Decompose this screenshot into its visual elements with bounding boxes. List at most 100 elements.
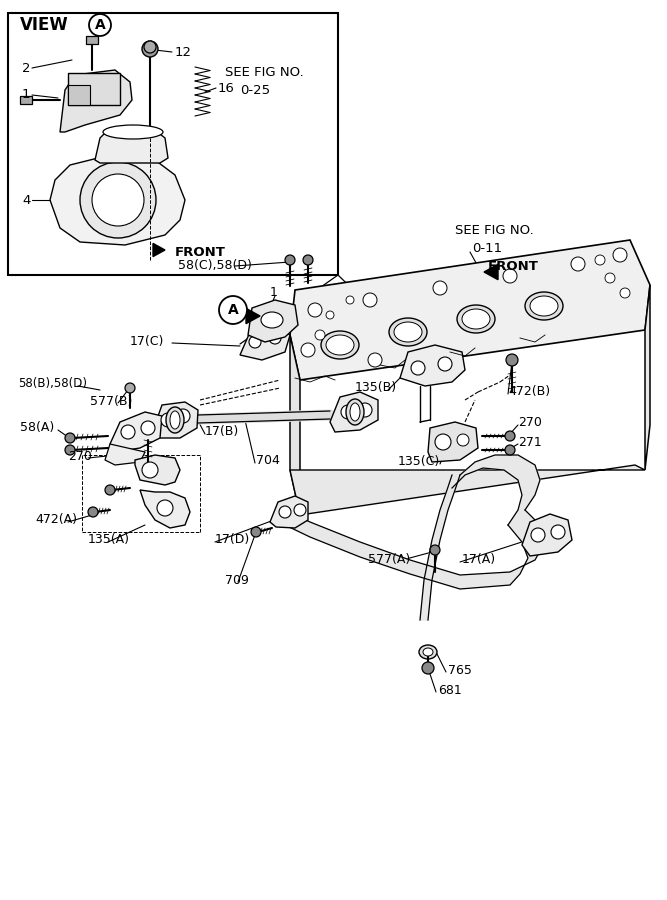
Circle shape bbox=[121, 425, 135, 439]
Circle shape bbox=[435, 434, 451, 450]
Circle shape bbox=[125, 383, 135, 393]
Circle shape bbox=[505, 431, 515, 441]
Circle shape bbox=[326, 311, 334, 319]
Ellipse shape bbox=[389, 318, 427, 346]
Circle shape bbox=[503, 269, 517, 283]
Circle shape bbox=[301, 343, 315, 357]
Ellipse shape bbox=[462, 309, 490, 329]
Text: 17(B): 17(B) bbox=[205, 426, 239, 438]
Bar bbox=[68, 85, 90, 105]
Circle shape bbox=[551, 525, 565, 539]
Text: 1: 1 bbox=[270, 286, 278, 300]
Circle shape bbox=[430, 545, 440, 555]
Circle shape bbox=[176, 409, 190, 423]
Text: 709: 709 bbox=[225, 573, 249, 587]
Text: SEE FIG NO.: SEE FIG NO. bbox=[225, 66, 303, 78]
Polygon shape bbox=[135, 455, 180, 485]
Text: 58(B),58(D): 58(B),58(D) bbox=[18, 377, 87, 391]
Text: 765: 765 bbox=[448, 663, 472, 677]
Circle shape bbox=[89, 14, 111, 36]
Text: 17(C): 17(C) bbox=[130, 336, 164, 348]
Text: 16: 16 bbox=[218, 82, 235, 94]
Circle shape bbox=[422, 662, 434, 674]
Text: 472(A): 472(A) bbox=[35, 514, 77, 526]
Polygon shape bbox=[330, 392, 378, 432]
Circle shape bbox=[285, 255, 295, 265]
Polygon shape bbox=[420, 475, 460, 620]
Circle shape bbox=[433, 281, 447, 295]
Ellipse shape bbox=[525, 292, 563, 320]
Text: 0-11: 0-11 bbox=[472, 241, 502, 255]
Text: 58(C),58(D): 58(C),58(D) bbox=[178, 258, 252, 272]
Polygon shape bbox=[290, 240, 650, 380]
Circle shape bbox=[142, 462, 158, 478]
Text: 270: 270 bbox=[518, 416, 542, 428]
Text: 135(A): 135(A) bbox=[88, 534, 130, 546]
Polygon shape bbox=[60, 70, 132, 132]
Circle shape bbox=[363, 293, 377, 307]
Ellipse shape bbox=[346, 399, 364, 425]
Bar bbox=[8, 13, 338, 275]
Polygon shape bbox=[270, 496, 308, 528]
Text: FRONT: FRONT bbox=[488, 259, 539, 273]
Circle shape bbox=[88, 507, 98, 517]
Circle shape bbox=[303, 255, 313, 265]
Text: 577(A): 577(A) bbox=[368, 554, 410, 566]
Text: A: A bbox=[95, 18, 105, 32]
Circle shape bbox=[411, 361, 425, 375]
Text: FRONT: FRONT bbox=[175, 247, 226, 259]
Text: 58(A): 58(A) bbox=[20, 421, 54, 435]
Circle shape bbox=[505, 445, 515, 455]
Circle shape bbox=[65, 445, 75, 455]
Text: 135(C): 135(C) bbox=[398, 455, 440, 469]
Polygon shape bbox=[246, 309, 260, 324]
Polygon shape bbox=[290, 335, 300, 515]
Circle shape bbox=[346, 296, 354, 304]
Circle shape bbox=[251, 527, 261, 537]
Polygon shape bbox=[240, 326, 290, 360]
Ellipse shape bbox=[457, 305, 495, 333]
Text: 2: 2 bbox=[22, 61, 31, 75]
Circle shape bbox=[269, 332, 281, 344]
Polygon shape bbox=[95, 128, 168, 163]
Text: 17(D): 17(D) bbox=[215, 534, 250, 546]
Circle shape bbox=[294, 504, 306, 516]
Circle shape bbox=[368, 353, 382, 367]
Polygon shape bbox=[645, 285, 650, 470]
Ellipse shape bbox=[423, 648, 433, 656]
Text: 17(A): 17(A) bbox=[462, 554, 496, 566]
Ellipse shape bbox=[394, 322, 422, 342]
Ellipse shape bbox=[326, 335, 354, 355]
Text: 271: 271 bbox=[518, 436, 542, 448]
Circle shape bbox=[341, 405, 355, 419]
Text: 1: 1 bbox=[22, 88, 31, 102]
Text: 681: 681 bbox=[438, 683, 462, 697]
Circle shape bbox=[105, 485, 115, 495]
Circle shape bbox=[157, 500, 173, 516]
Circle shape bbox=[506, 354, 518, 366]
Text: 4: 4 bbox=[22, 194, 31, 206]
Ellipse shape bbox=[530, 296, 558, 316]
Bar bbox=[20, 96, 32, 104]
Circle shape bbox=[315, 330, 325, 340]
Circle shape bbox=[161, 413, 175, 427]
Polygon shape bbox=[248, 300, 298, 342]
Circle shape bbox=[531, 528, 545, 542]
Polygon shape bbox=[50, 155, 185, 245]
Text: A: A bbox=[227, 303, 238, 317]
Circle shape bbox=[613, 248, 627, 262]
Circle shape bbox=[249, 336, 261, 348]
Polygon shape bbox=[285, 510, 545, 589]
Circle shape bbox=[358, 403, 372, 417]
Circle shape bbox=[279, 506, 291, 518]
Ellipse shape bbox=[103, 125, 163, 139]
Circle shape bbox=[595, 255, 605, 265]
Text: 472(B): 472(B) bbox=[508, 385, 550, 399]
Circle shape bbox=[308, 303, 322, 317]
Polygon shape bbox=[428, 422, 478, 462]
Ellipse shape bbox=[166, 407, 184, 433]
Circle shape bbox=[65, 433, 75, 443]
Circle shape bbox=[457, 434, 469, 446]
Text: 0-25: 0-25 bbox=[240, 84, 270, 96]
Circle shape bbox=[80, 162, 156, 238]
